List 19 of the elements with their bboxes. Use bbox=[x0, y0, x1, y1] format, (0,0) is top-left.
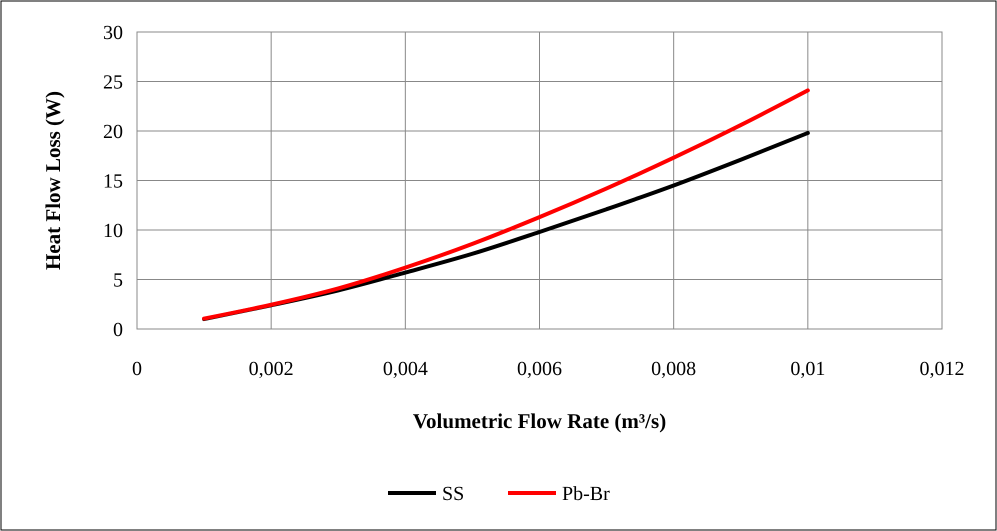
y-tick-label: 5 bbox=[113, 270, 123, 292]
y-tick-label: 15 bbox=[103, 170, 123, 192]
y-tick-label: 0 bbox=[113, 319, 123, 341]
y-tick-label: 20 bbox=[103, 121, 123, 143]
x-tick-label: 0 bbox=[132, 358, 142, 380]
x-tick-label: 0,012 bbox=[920, 358, 964, 380]
legend-label: Pb-Br bbox=[562, 483, 610, 505]
x-tick-label: 0,006 bbox=[517, 358, 562, 380]
x-tick-label: 0,008 bbox=[651, 358, 696, 380]
line-series bbox=[202, 88, 810, 321]
x-tick-label: 0,01 bbox=[790, 358, 826, 380]
y-tick-label: 30 bbox=[103, 22, 123, 44]
x-axis-title: Volumetric Flow Rate (m³/s) bbox=[412, 409, 666, 433]
x-tick-label: 0,002 bbox=[248, 358, 294, 380]
y-tick-label: 25 bbox=[103, 72, 123, 94]
x-tick-label: 0,004 bbox=[382, 358, 428, 380]
legend-label: SS bbox=[442, 483, 464, 505]
y-tick-label: 10 bbox=[103, 220, 123, 242]
y-axis-title: Heat Flow Loss (W) bbox=[41, 90, 65, 270]
